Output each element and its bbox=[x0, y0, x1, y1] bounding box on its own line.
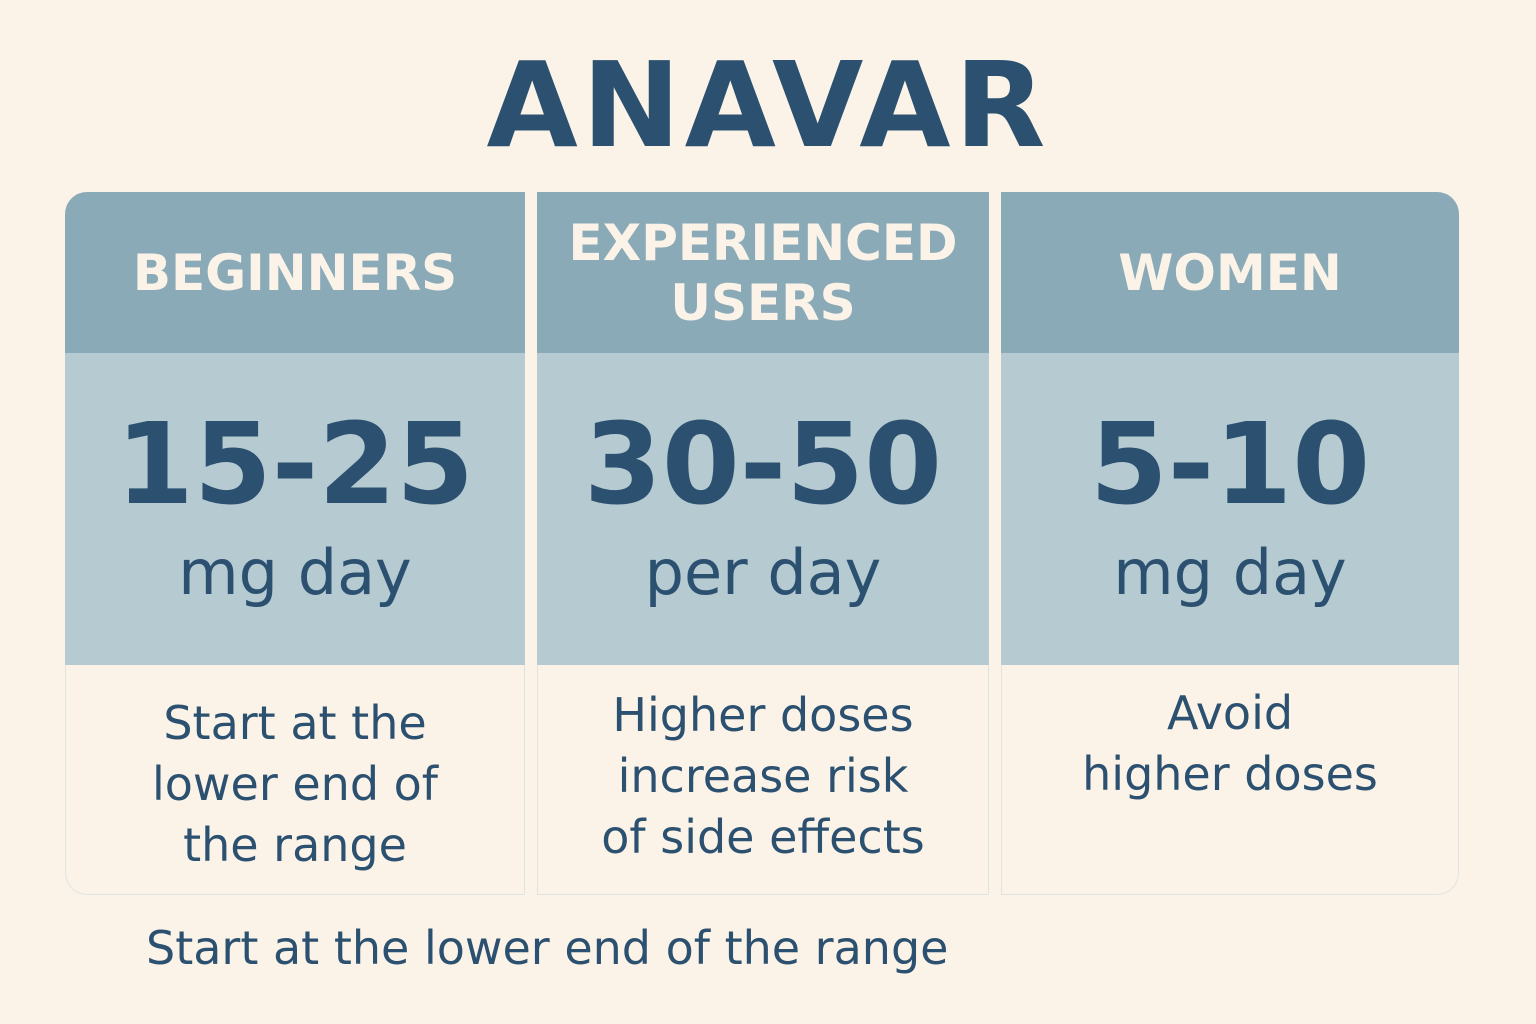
note-line: Start at the bbox=[163, 696, 427, 750]
note-line: lower end of bbox=[152, 757, 438, 811]
column-women: WOMEN 5-10 mg day Avoid higher doses bbox=[1001, 192, 1459, 895]
dose-range: 30-50 bbox=[583, 400, 943, 530]
note-section: Avoid higher doses bbox=[1001, 665, 1459, 895]
header-line: EXPERIENCED bbox=[568, 213, 958, 272]
note-line: increase risk bbox=[617, 749, 909, 803]
header-line: WOMEN bbox=[1118, 243, 1342, 302]
note-section: Start at the lower end of the range bbox=[65, 665, 525, 895]
column-experienced-users: EXPERIENCED USERS 30-50 per day Higher d… bbox=[537, 192, 989, 895]
column-header: WOMEN bbox=[1001, 192, 1459, 353]
dose-section: 30-50 per day bbox=[537, 353, 989, 665]
note-line: higher doses bbox=[1082, 747, 1378, 801]
column-header: BEGINNERS bbox=[65, 192, 525, 353]
note-line: of side effects bbox=[601, 810, 925, 864]
note-line: the range bbox=[183, 818, 407, 872]
dose-section: 5-10 mg day bbox=[1001, 353, 1459, 665]
dose-unit: mg day bbox=[1113, 536, 1347, 609]
header-line: USERS bbox=[670, 273, 856, 332]
column-beginners: BEGINNERS 15-25 mg day Start at the lowe… bbox=[65, 192, 525, 895]
column-header: EXPERIENCED USERS bbox=[537, 192, 989, 353]
header-line: BEGINNERS bbox=[132, 243, 458, 302]
note-section: Higher doses increase risk of side effec… bbox=[537, 665, 989, 895]
dose-unit: mg day bbox=[178, 536, 412, 609]
dose-range: 5-10 bbox=[1089, 400, 1371, 530]
footer-note: Start at the lower end of the range bbox=[146, 921, 949, 975]
dose-unit: per day bbox=[644, 536, 882, 609]
note-line: Avoid bbox=[1166, 686, 1294, 740]
page-title: ANAVAR bbox=[486, 36, 1050, 174]
dose-section: 15-25 mg day bbox=[65, 353, 525, 665]
note-line: Higher doses bbox=[612, 688, 914, 742]
dose-range: 15-25 bbox=[115, 400, 475, 530]
